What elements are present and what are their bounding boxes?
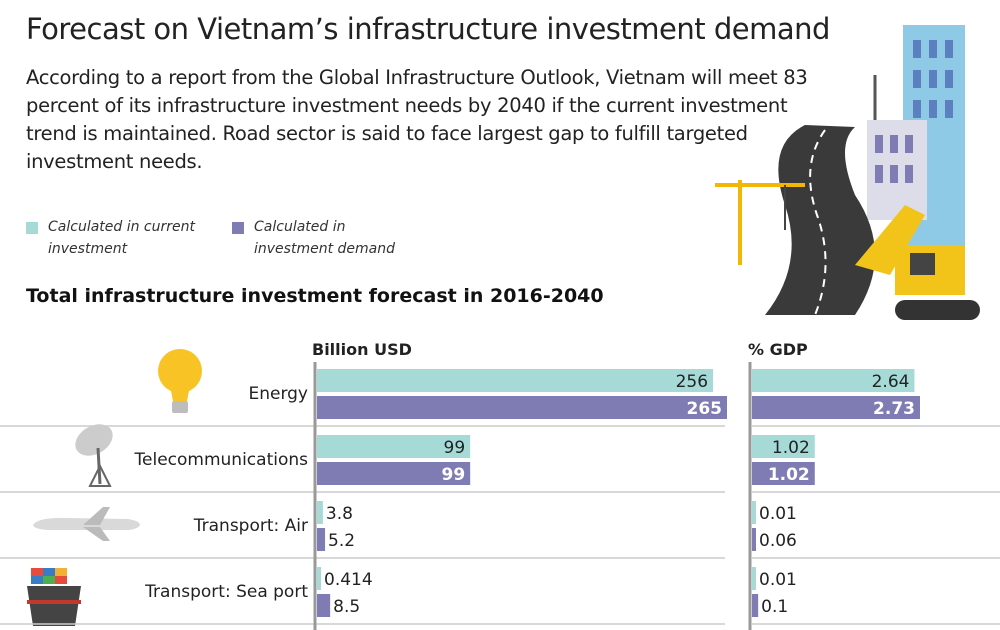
- legend-label-demand: Calculated in investment demand: [254, 219, 395, 257]
- data-label: 2.64: [872, 372, 910, 392]
- page-title: Forecast on Vietnam’s infrastructure inv…: [26, 12, 830, 46]
- construction-illustration: [715, 25, 980, 320]
- bar-current: [317, 501, 323, 524]
- description: According to a report from the Global In…: [26, 66, 808, 173]
- bar-current: [317, 567, 321, 590]
- bar-current: [752, 435, 815, 458]
- data-label: 0.414: [324, 570, 373, 590]
- bar-demand: [752, 396, 920, 419]
- bar-demand: [752, 528, 756, 551]
- legend-swatch-current: [26, 222, 38, 234]
- bar-demand: [317, 396, 727, 419]
- data-label: 3.8: [326, 504, 353, 524]
- data-label: 0.1: [761, 597, 788, 617]
- unit-gdp: % GDP: [748, 340, 808, 359]
- airplane-icon: [33, 507, 140, 541]
- chart-title: Total infrastructure investment forecast…: [26, 285, 604, 307]
- category-seaport: Transport: Sea port: [145, 582, 308, 602]
- bar-current: [317, 369, 714, 392]
- bar-demand: [317, 594, 331, 617]
- data-label: 0.01: [759, 504, 797, 524]
- bar-demand: [752, 462, 815, 485]
- data-label: 99: [441, 465, 465, 485]
- category-air: Transport: Air: [193, 516, 308, 536]
- bar-current: [752, 567, 756, 590]
- data-label: 265: [687, 399, 723, 419]
- data-label: 2.73: [873, 399, 915, 419]
- bar-demand: [752, 594, 759, 617]
- legend-demand: Calculated in investment demand: [232, 216, 402, 260]
- bar-demand: [317, 528, 326, 551]
- data-label: 0.06: [759, 531, 797, 551]
- light-bulb-icon: [158, 349, 202, 413]
- legend-current: Calculated in current investment: [26, 216, 196, 260]
- bar-current: [752, 501, 756, 524]
- legend-swatch-demand: [232, 222, 244, 234]
- data-label: 5.2: [328, 531, 355, 551]
- bar-current: [752, 369, 915, 392]
- category-energy: Energy: [248, 384, 308, 404]
- cargo-ship-icon: [27, 568, 81, 626]
- data-label: 8.5: [333, 597, 360, 617]
- bar-demand: [317, 462, 471, 485]
- data-label: 0.01: [759, 570, 797, 590]
- data-label: 1.02: [768, 465, 810, 485]
- bar-current: [317, 435, 471, 458]
- category-telecom: Telecommunications: [134, 450, 308, 470]
- data-label: 99: [444, 438, 466, 458]
- data-label: 256: [676, 372, 708, 392]
- legend-label-current: Calculated in current investment: [48, 219, 195, 257]
- unit-billion-usd: Billion USD: [312, 340, 412, 359]
- data-label: 1.02: [772, 438, 810, 458]
- satellite-dish-icon: [75, 424, 113, 487]
